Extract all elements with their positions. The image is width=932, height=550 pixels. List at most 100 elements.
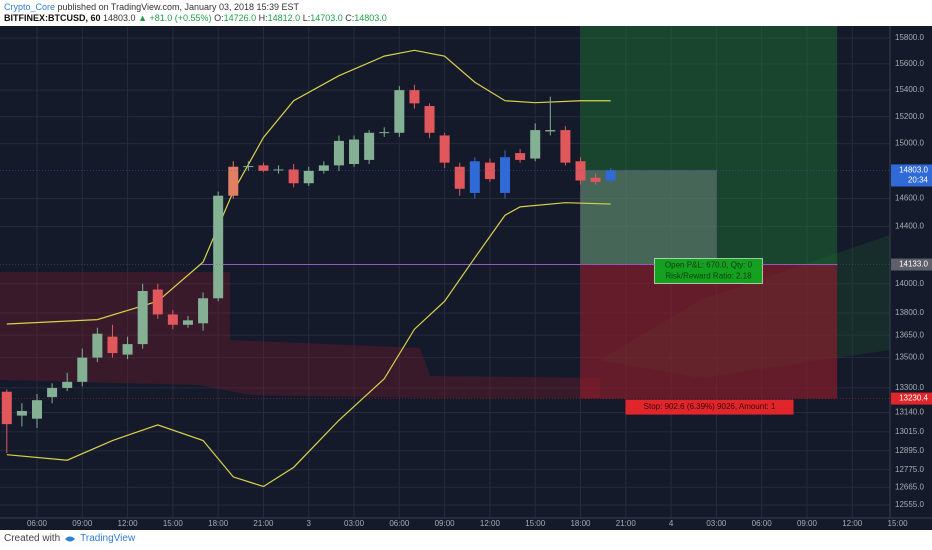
price-label-box (891, 258, 932, 271)
y-tick-label: 12775.0 (895, 465, 924, 474)
y-tick-label: 12665.0 (895, 482, 924, 491)
x-tick-label: 3 (307, 519, 312, 528)
candle-body (288, 169, 299, 184)
x-tick-label: 06:00 (389, 519, 410, 528)
candle-body (318, 165, 329, 171)
y-tick-label: 15600.0 (895, 59, 924, 68)
y-tick-label: 15800.0 (895, 33, 924, 42)
candle-body (364, 132, 375, 160)
candle-body (469, 161, 480, 193)
footer: Created with TradingView (4, 533, 135, 544)
candle-body (258, 165, 269, 171)
candle-body (167, 314, 178, 325)
x-tick-label: 03:00 (344, 519, 365, 528)
ohlc-label: L: (302, 13, 311, 23)
footer-brand[interactable]: TradingView (80, 533, 136, 544)
x-tick-label: 12:00 (118, 519, 139, 528)
x-tick-label: 09:00 (435, 519, 456, 528)
loss-zone (580, 264, 838, 399)
x-tick-label: 12:00 (480, 519, 501, 528)
price-label-box (891, 164, 932, 187)
candle-body (16, 410, 27, 416)
candle-body (333, 140, 344, 166)
x-tick-label: 15:00 (525, 519, 546, 528)
labels: Open P&L: 670.0, Qty: 0 Risk/Reward Ratio… (0, 164, 932, 415)
y-tick-label: 14000.0 (895, 279, 924, 288)
candle-body (500, 157, 511, 193)
rr-text: Risk/Reward Ratio: 2.18 (665, 272, 752, 281)
candle-body (379, 132, 390, 134)
candle-body (92, 333, 103, 358)
y-tick-label: 13800.0 (895, 308, 924, 317)
y-tick-label: 15000.0 (895, 139, 924, 148)
candle-body (273, 169, 284, 171)
candle-body (152, 289, 163, 315)
candle-body (605, 170, 616, 181)
ohlc-value: 14812.0 (267, 13, 301, 23)
candle-body (575, 161, 586, 181)
ohlc-label: C: (345, 13, 355, 23)
ohlc-value: 14726.0 (223, 13, 257, 23)
published: published on TradingView.com, January 03… (57, 2, 300, 12)
symbol: BITFINEX:BTCUSD, 60 (4, 13, 101, 23)
author[interactable]: Crypto_Core (4, 2, 56, 12)
y-tick-label: 12895.0 (895, 446, 924, 455)
candle-body (1, 391, 12, 425)
y-tick-label: 14600.0 (895, 194, 924, 203)
x-tick-label: 21:00 (253, 519, 274, 528)
x-tick-label: 15:00 (163, 519, 184, 528)
x-tick-label: 09:00 (72, 519, 93, 528)
price-axis (890, 26, 932, 530)
band-line (6, 49, 611, 325)
candle-body (303, 170, 314, 184)
logo (65, 536, 76, 541)
y-tick-label: 15400.0 (895, 85, 924, 94)
publish-line: Crypto_Core published on TradingView.com… (4, 2, 387, 13)
candle-body (484, 162, 495, 180)
symbol-line: BITFINEX:BTCUSD, 60 14803.0 ▲ +81.0 (+0.… (4, 13, 387, 24)
price-label: 13230.4 (899, 394, 928, 403)
candle-body (530, 130, 541, 159)
y-tick-label: 13140.0 (895, 408, 924, 417)
x-tick-label: 03:00 (706, 519, 727, 528)
footer-background (0, 530, 932, 550)
logo-shape (65, 536, 76, 541)
x-tick-label: 06:00 (27, 519, 48, 528)
candle-body (394, 90, 405, 133)
ohlc-value: 14803.0 (354, 13, 387, 23)
header: Crypto_Core published on TradingView.com… (4, 2, 387, 24)
stop-box (625, 399, 794, 415)
y-tick-label: 13500.0 (895, 353, 924, 362)
x-tick-label: 21:00 (616, 519, 637, 528)
candle-body (47, 387, 58, 398)
position (200, 26, 838, 399)
candles (1, 84, 616, 454)
candle-body (439, 135, 450, 163)
candle-body (424, 106, 435, 133)
price: 14803.0 (103, 13, 136, 23)
x-tick-label: 4 (669, 519, 674, 528)
x-tick-label: 15:00 (888, 519, 909, 528)
band-line (6, 202, 611, 488)
ohlc-label: O: (214, 13, 224, 23)
candle-body (122, 344, 133, 355)
candle-body (454, 166, 465, 189)
y-tick-label: 13650.0 (895, 330, 924, 339)
ohlc: O:14726.0 H:14812.0 L:14703.0 C:14803.0 (214, 13, 387, 23)
candle-body (31, 400, 42, 419)
x-tick-label: 06:00 (752, 519, 773, 528)
candle-body (107, 336, 118, 354)
candle-body (590, 177, 601, 182)
ohlc-value: 14703.0 (310, 13, 343, 23)
x-tick-label: 12:00 (842, 519, 863, 528)
candle-body (243, 166, 254, 168)
open-zone (580, 169, 717, 266)
candle-body (198, 298, 209, 324)
profit-zone (580, 26, 838, 265)
candle-body (213, 195, 224, 299)
countdown: 20:34 (908, 176, 929, 185)
x-tick-label: 09:00 (797, 519, 818, 528)
candle-body (137, 291, 148, 345)
axes: 06:00 09:00 12:00 15:00 18:00 21:00 3 03:00 06:0… (27, 33, 924, 528)
